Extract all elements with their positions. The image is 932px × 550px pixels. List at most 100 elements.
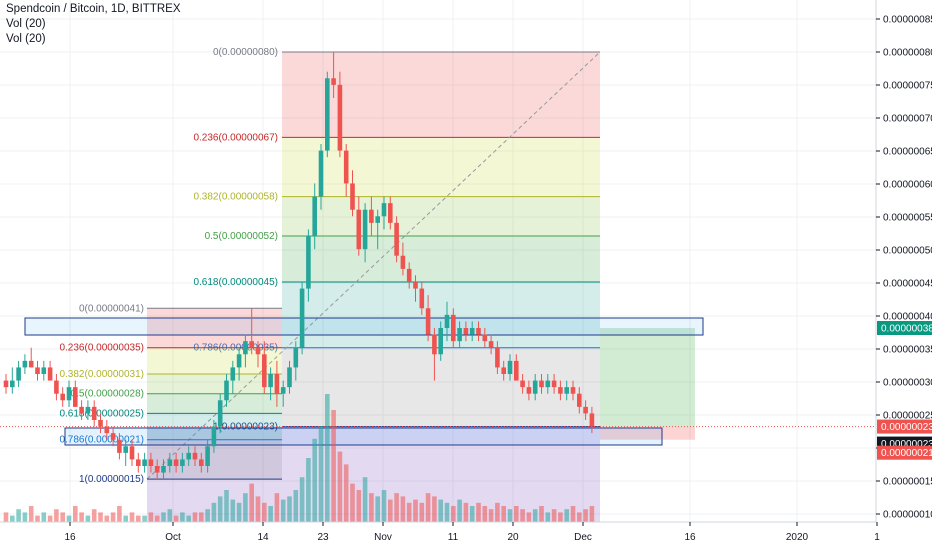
volume-bar xyxy=(173,515,179,522)
volume-bar xyxy=(262,502,267,522)
candle-body xyxy=(136,459,141,466)
candle-body xyxy=(41,367,47,374)
volume-bar xyxy=(501,506,506,522)
candle-body xyxy=(306,236,311,289)
volume-bar xyxy=(520,509,525,522)
candle-body xyxy=(249,341,254,348)
volume-bar xyxy=(388,499,393,522)
candle-body xyxy=(419,288,425,309)
volume-bar xyxy=(570,506,576,522)
candle-body xyxy=(343,150,349,184)
volume-bar xyxy=(400,496,406,522)
candle-body xyxy=(255,347,261,355)
candle-body xyxy=(381,203,387,217)
candle-body xyxy=(54,380,59,394)
time-tick-label: 14 xyxy=(257,532,269,543)
candle-body xyxy=(495,347,500,368)
price-tick-label: 0.00000085 xyxy=(883,15,932,26)
candle-body xyxy=(3,380,9,388)
volume-bar xyxy=(337,451,343,522)
price-tick-label: 0.00000030 xyxy=(883,378,932,389)
volume-bar xyxy=(243,493,248,522)
time-tick-label: 23 xyxy=(317,532,329,543)
candle-body xyxy=(425,308,431,335)
price-badge-label: 0.00000023 xyxy=(881,439,932,450)
volume-indicator-2[interactable]: Vol (20) xyxy=(6,33,46,45)
price-tick-label: 0.00000070 xyxy=(883,114,932,125)
price-tick-label: 0.00000035 xyxy=(883,345,932,356)
fib-level-label: 0(0.00000080) xyxy=(213,47,278,58)
price-tick-label: 0.00000065 xyxy=(883,147,932,158)
fib-level-label: 0.382(0.00000058) xyxy=(193,192,278,203)
volume-bar xyxy=(469,506,475,522)
position-target-zone xyxy=(600,328,695,427)
price-badge-label: 0.00000023 xyxy=(881,422,932,433)
volume-bar xyxy=(318,426,324,522)
volume-bar xyxy=(495,502,500,522)
candle-body xyxy=(154,466,160,473)
candle-body xyxy=(400,255,406,269)
price-badge xyxy=(877,445,932,460)
candle-body xyxy=(192,452,198,460)
position-stop-zone xyxy=(600,426,695,440)
chart-title: Spendcoin / Bitcoin, 1D, BITTREX xyxy=(6,3,181,15)
candle-body xyxy=(558,387,563,394)
candle-body xyxy=(463,328,469,335)
candle-body xyxy=(318,150,324,197)
candle-body xyxy=(123,446,128,453)
volume-bar xyxy=(117,506,122,522)
candle-body xyxy=(532,380,538,394)
time-tick-label: 2020 xyxy=(786,532,809,543)
candle-body xyxy=(28,360,34,368)
candle-body xyxy=(35,367,40,374)
volume-bar xyxy=(249,483,254,522)
volume-bar xyxy=(406,502,412,522)
candle-body xyxy=(325,78,330,151)
candle-body xyxy=(577,393,582,407)
time-tick-label: 16 xyxy=(684,532,696,543)
volume-bar xyxy=(413,499,418,522)
price-tick-label: 0.00000050 xyxy=(883,246,932,257)
volume-bar xyxy=(28,506,34,522)
long-position-tool xyxy=(600,328,695,440)
volume-bar xyxy=(350,483,355,522)
fib-small-level-label: 0.382(0.00000031) xyxy=(59,369,144,380)
candle-body xyxy=(85,406,91,414)
volume-bar xyxy=(444,502,450,522)
time-tick-label: Dec xyxy=(574,532,592,543)
fib-band xyxy=(282,196,600,236)
candle-body xyxy=(148,459,154,466)
candle-body xyxy=(350,183,355,210)
time-tick-label: Oct xyxy=(165,532,181,543)
volume-bar xyxy=(123,515,128,522)
price-badge-label: 0.00000038 xyxy=(881,324,932,335)
volume-bar xyxy=(129,512,135,522)
candle-body xyxy=(539,380,544,388)
fib-small-level-label: 0.786(0.00000021) xyxy=(59,435,144,446)
volume-bar xyxy=(375,496,380,522)
volume-bar xyxy=(457,499,462,522)
candle-body xyxy=(66,387,72,401)
fib-band xyxy=(282,137,600,197)
candle-body xyxy=(287,367,292,388)
fib-band-small xyxy=(147,393,282,414)
candle-body xyxy=(280,387,286,394)
volume-bar xyxy=(73,506,78,522)
candle-body xyxy=(438,328,443,355)
grid xyxy=(0,0,876,522)
candle-body xyxy=(262,354,267,388)
resistance-box xyxy=(24,317,704,336)
candle-body xyxy=(186,452,191,460)
volume-bar xyxy=(167,509,173,522)
candle-body xyxy=(299,288,305,348)
fib-trend-line xyxy=(146,51,601,480)
volume-bar xyxy=(66,515,72,522)
volume-indicator-1[interactable]: Vol (20) xyxy=(6,18,46,30)
volume-bar xyxy=(79,512,84,522)
volume-bar xyxy=(551,509,557,522)
candle-body xyxy=(104,426,110,434)
volume-bar xyxy=(583,509,588,522)
candle-body xyxy=(312,196,317,236)
volume-bar xyxy=(293,490,299,522)
